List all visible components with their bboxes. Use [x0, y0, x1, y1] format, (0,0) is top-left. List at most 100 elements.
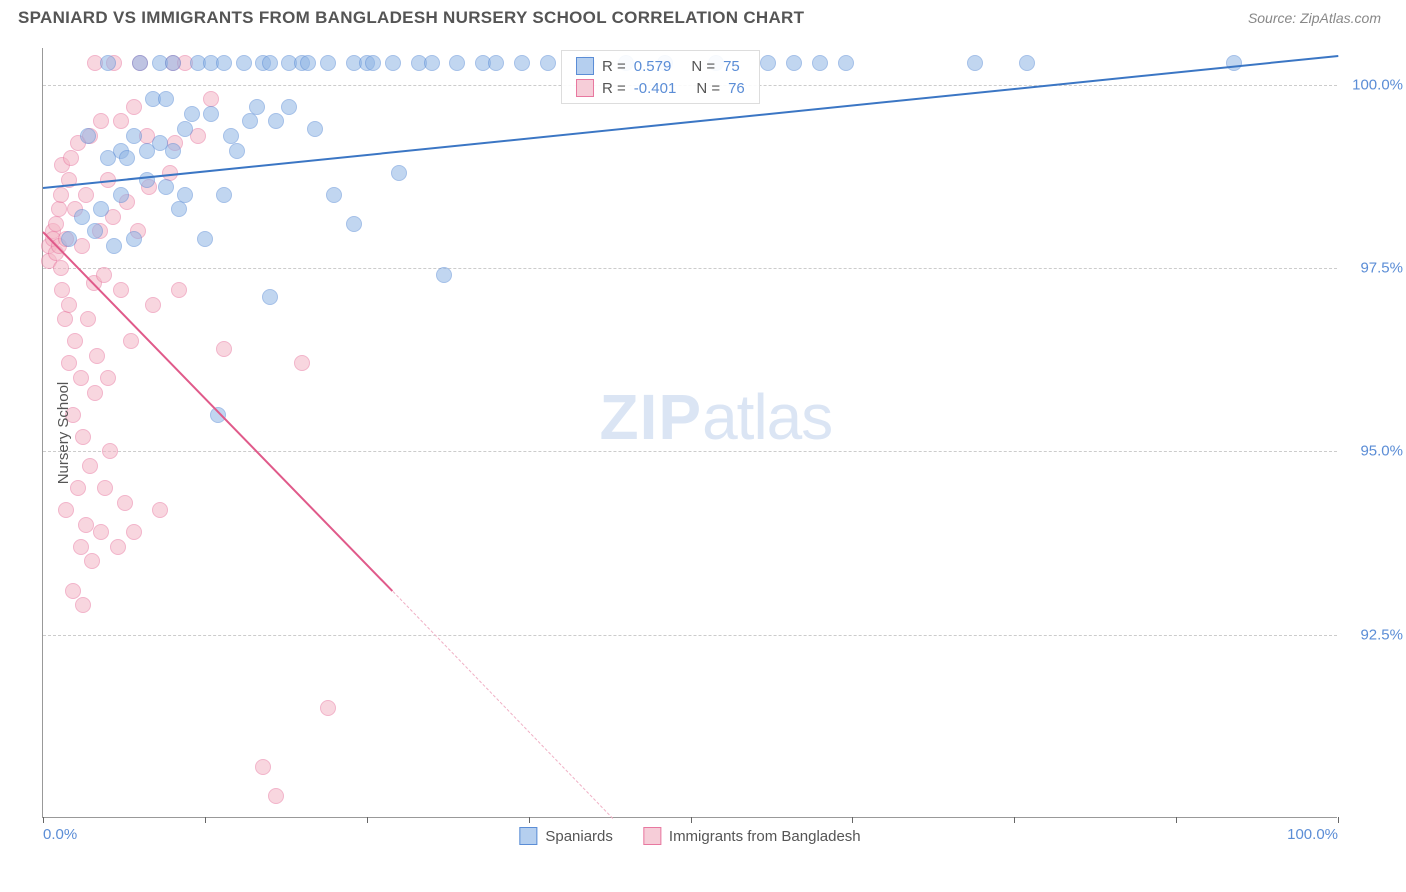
data-point	[80, 128, 96, 144]
y-tick-label: 92.5%	[1360, 626, 1403, 643]
data-point	[113, 187, 129, 203]
data-point	[197, 231, 213, 247]
gridline	[43, 268, 1337, 269]
x-tick	[529, 817, 530, 823]
data-point	[1019, 55, 1035, 71]
legend-item: Immigrants from Bangladesh	[643, 827, 861, 845]
data-point	[223, 128, 239, 144]
data-point	[97, 480, 113, 496]
data-point	[123, 333, 139, 349]
data-point	[93, 524, 109, 540]
stat-r-value: -0.401	[634, 80, 677, 97]
data-point	[61, 355, 77, 371]
x-tick	[43, 817, 44, 823]
data-point	[126, 128, 142, 144]
data-point	[838, 55, 854, 71]
stat-r-value: 0.579	[634, 58, 672, 75]
data-point	[216, 341, 232, 357]
data-point	[171, 201, 187, 217]
data-point	[300, 55, 316, 71]
data-point	[229, 143, 245, 159]
data-point	[812, 55, 828, 71]
watermark-light: atlas	[702, 381, 832, 453]
y-tick-label: 95.0%	[1360, 443, 1403, 460]
stat-n-label: N =	[696, 80, 720, 97]
x-tick	[1338, 817, 1339, 823]
data-point	[210, 407, 226, 423]
data-point	[73, 539, 89, 555]
data-point	[74, 209, 90, 225]
data-point	[57, 311, 73, 327]
data-point	[249, 99, 265, 115]
data-point	[53, 187, 69, 203]
data-point	[113, 282, 129, 298]
data-point	[158, 91, 174, 107]
data-point	[158, 179, 174, 195]
data-point	[48, 216, 64, 232]
data-point	[65, 583, 81, 599]
watermark-bold: ZIP	[600, 381, 703, 453]
data-point	[89, 348, 105, 364]
data-point	[281, 99, 297, 115]
stat-n-label: N =	[691, 58, 715, 75]
legend-swatch	[576, 79, 594, 97]
data-point	[96, 267, 112, 283]
data-point	[391, 165, 407, 181]
data-point	[80, 311, 96, 327]
x-tick-label: 100.0%	[1287, 826, 1338, 843]
data-point	[126, 231, 142, 247]
data-point	[216, 187, 232, 203]
data-point	[216, 55, 232, 71]
data-point	[100, 55, 116, 71]
data-point	[126, 99, 142, 115]
y-axis-label: Nursery School	[55, 382, 72, 485]
data-point	[126, 524, 142, 540]
data-point	[307, 121, 323, 137]
data-point	[203, 106, 219, 122]
source-label: Source:	[1248, 10, 1300, 26]
data-point	[488, 55, 504, 71]
data-point	[255, 759, 271, 775]
gridline	[43, 451, 1337, 452]
data-point	[177, 187, 193, 203]
data-point	[268, 113, 284, 129]
data-point	[110, 539, 126, 555]
data-point	[75, 597, 91, 613]
data-point	[70, 480, 86, 496]
data-point	[113, 113, 129, 129]
data-point	[78, 517, 94, 533]
data-point	[87, 385, 103, 401]
data-point	[53, 260, 69, 276]
plot-area: ZIPatlas 100.0%97.5%95.0%92.5%0.0%100.0%…	[42, 48, 1337, 818]
data-point	[84, 553, 100, 569]
chart-title: SPANIARD VS IMMIGRANTS FROM BANGLADESH N…	[18, 8, 804, 28]
data-point	[424, 55, 440, 71]
data-point	[63, 150, 79, 166]
data-point	[203, 91, 219, 107]
data-point	[93, 201, 109, 217]
x-tick	[852, 817, 853, 823]
x-tick	[1176, 817, 1177, 823]
source-value: ZipAtlas.com	[1300, 10, 1381, 26]
data-point	[514, 55, 530, 71]
data-point	[436, 267, 452, 283]
x-tick	[367, 817, 368, 823]
y-tick-label: 97.5%	[1360, 260, 1403, 277]
x-tick-label: 0.0%	[43, 826, 77, 843]
legend-item: Spaniards	[519, 827, 613, 845]
data-point	[145, 297, 161, 313]
chart-container: ZIPatlas 100.0%97.5%95.0%92.5%0.0%100.0%…	[42, 48, 1337, 818]
data-point	[67, 333, 83, 349]
data-point	[242, 113, 258, 129]
legend-label: Immigrants from Bangladesh	[669, 828, 861, 845]
gridline	[43, 635, 1337, 636]
data-point	[449, 55, 465, 71]
data-point	[100, 370, 116, 386]
data-point	[760, 55, 776, 71]
data-point	[78, 187, 94, 203]
data-point	[117, 495, 133, 511]
data-point	[320, 700, 336, 716]
data-point	[294, 355, 310, 371]
legend-swatch	[576, 57, 594, 75]
x-tick	[691, 817, 692, 823]
